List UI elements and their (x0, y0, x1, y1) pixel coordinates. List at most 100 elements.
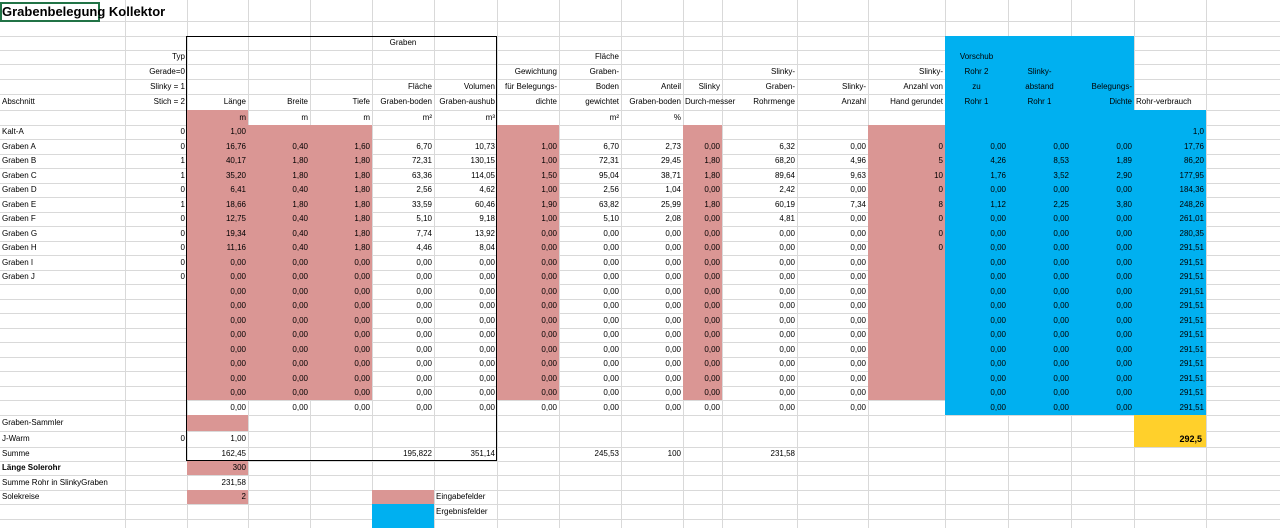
row-label[interactable]: Graben B (2, 154, 123, 168)
cell-slinky-abstand[interactable]: 0,00 (1010, 284, 1069, 299)
cell-slinky-d[interactable]: 0,00 (685, 255, 720, 270)
header-slinky-anzahl[interactable]: Anzahl (799, 94, 866, 110)
header-flaeche-gew[interactable]: gewichtet (561, 94, 619, 110)
cell-vorschub[interactable]: 0,00 (947, 255, 1006, 270)
header-slinky-d[interactable]: Durch-messer (685, 94, 720, 110)
cell-slinky-hand[interactable]: 10 (870, 168, 943, 183)
header-slinky-abstand[interactable]: Slinky- (1010, 64, 1069, 79)
cell-slinky-menge[interactable]: 0,00 (724, 255, 795, 270)
cell-flaeche-gew[interactable]: 0,00 (561, 226, 619, 241)
cell-slinky-menge[interactable]: 0,00 (724, 357, 795, 371)
cell-slinky-d[interactable]: 0,00 (685, 270, 720, 284)
cell-anteil[interactable]: 0,00 (623, 270, 681, 284)
cell-flaeche-gew[interactable]: 63,82 (561, 197, 619, 212)
row-label[interactable]: Graben H (2, 241, 123, 255)
cell-vorschub[interactable]: 0,00 (947, 241, 1006, 255)
header-belegungs[interactable]: Dichte (1073, 94, 1132, 110)
header-typ[interactable]: Gerade=0 (127, 64, 185, 79)
cell-slinky-d[interactable]: 0,00 (685, 357, 720, 371)
cell-slinky-menge[interactable]: 89,64 (724, 168, 795, 183)
header-anteil[interactable]: Graben-boden (623, 94, 681, 110)
cell-anteil[interactable]: 2,08 (623, 212, 681, 226)
cell-typ[interactable]: 1 (127, 154, 185, 168)
cell-anteil[interactable]: 25,99 (623, 197, 681, 212)
cell-slinky-d[interactable]: 1,80 (685, 197, 720, 212)
cell-typ[interactable]: 0 (127, 212, 185, 226)
cell-vorschub[interactable]: 0,00 (947, 400, 1006, 415)
cell-belegungs[interactable]: 3,80 (1073, 197, 1132, 212)
cell-slinky-hand[interactable]: 0 (870, 226, 943, 241)
row-label[interactable]: Graben F (2, 212, 123, 226)
cell-slinky-abstand[interactable]: 0,00 (1010, 400, 1069, 415)
cell-slinky-abstand[interactable]: 0,00 (1010, 270, 1069, 284)
cell-slinky-d[interactable]: 0,00 (685, 212, 720, 226)
cell-slinky-d[interactable]: 0,00 (685, 328, 720, 342)
cell-slinky-menge[interactable]: 0,00 (724, 226, 795, 241)
header-gewichtung[interactable]: dichte (499, 94, 557, 110)
cell-rohrverbrauch[interactable]: 291,51 (1136, 371, 1204, 386)
row-label[interactable]: Kalt-A (2, 125, 123, 139)
cell-flaeche-gew[interactable]: 6,70 (561, 139, 619, 154)
cell-slinky-d[interactable]: 0,00 (685, 241, 720, 255)
cell-slinky-anzahl[interactable]: 0,00 (799, 328, 866, 342)
cell-slinky-abstand[interactable]: 0,00 (1010, 299, 1069, 313)
cell-gewichtung[interactable]: 1,90 (499, 197, 557, 212)
cell-slinky-d[interactable]: 0,00 (685, 226, 720, 241)
cell-vorschub[interactable]: 0,00 (947, 313, 1006, 328)
cell-belegungs[interactable]: 0,00 (1073, 255, 1132, 270)
cell-typ[interactable]: 0 (127, 226, 185, 241)
cell-slinky-menge[interactable]: 0,00 (724, 386, 795, 400)
cell-slinky-menge[interactable]: 0,00 (724, 241, 795, 255)
cell-anteil[interactable]: 0,00 (623, 255, 681, 270)
cell-gewichtung[interactable]: 0,00 (499, 357, 557, 371)
graben-sammler-label[interactable]: Graben-Sammler (2, 415, 185, 431)
cell-slinky-d[interactable]: 0,00 (685, 400, 720, 415)
cell-slinky-abstand[interactable]: 8,53 (1010, 154, 1069, 168)
cell-typ[interactable]: 0 (127, 183, 185, 197)
cell-slinky-menge[interactable]: 2,42 (724, 183, 795, 197)
header-vorschub[interactable]: Rohr 2 (947, 64, 1006, 79)
cell-anteil[interactable]: 0,00 (623, 386, 681, 400)
total-rohrverbrauch[interactable]: 292,5 (1136, 431, 1202, 447)
cell-slinky-anzahl[interactable]: 0,00 (799, 241, 866, 255)
row-label[interactable]: J-Warm (2, 431, 123, 447)
cell-rohrverbrauch[interactable]: 291,51 (1136, 313, 1204, 328)
cell-slinky-anzahl[interactable]: 0,00 (799, 183, 866, 197)
cell-belegungs[interactable]: 1,89 (1073, 154, 1132, 168)
cell-flaeche-gew[interactable]: 0,00 (561, 299, 619, 313)
header-slinky-d[interactable]: Slinky (685, 79, 720, 94)
cell-slinky-menge[interactable]: 6,32 (724, 139, 795, 154)
header-vorschub[interactable]: Rohr 1 (947, 94, 1006, 110)
summe-anteil[interactable]: 100 (623, 447, 681, 461)
cell-gewichtung[interactable]: 0,00 (499, 255, 557, 270)
laenge-solerohr-value[interactable]: 300 (189, 461, 246, 475)
cell-slinky-hand[interactable]: 0 (870, 212, 943, 226)
cell-flaeche-gew[interactable]: 0,00 (561, 328, 619, 342)
cell-slinky-abstand[interactable]: 0,00 (1010, 313, 1069, 328)
header-abschnitt[interactable]: Abschnitt (2, 94, 123, 110)
cell-rohrverbrauch[interactable]: 261,01 (1136, 212, 1204, 226)
summe-slinky-menge[interactable]: 231,58 (724, 447, 795, 461)
cell-typ[interactable]: 0 (127, 125, 185, 139)
cell-slinky-anzahl[interactable]: 0,00 (799, 226, 866, 241)
cell-flaeche-gew[interactable]: 0,00 (561, 400, 619, 415)
cell-rohrverbrauch[interactable]: 291,51 (1136, 241, 1204, 255)
cell-belegungs[interactable]: 0,00 (1073, 212, 1132, 226)
header-belegungs[interactable]: Belegungs- (1073, 79, 1132, 94)
cell-slinky-anzahl[interactable]: 0,00 (799, 371, 866, 386)
cell-belegungs[interactable]: 0,00 (1073, 342, 1132, 357)
cell-gewichtung[interactable]: 0,00 (499, 284, 557, 299)
cell-slinky-anzahl[interactable]: 0,00 (799, 299, 866, 313)
cell-slinky-abstand[interactable]: 0,00 (1010, 357, 1069, 371)
cell-slinky-menge[interactable]: 0,00 (724, 371, 795, 386)
cell-typ[interactable]: 0 (127, 270, 185, 284)
cell-flaeche-gew[interactable]: 0,00 (561, 255, 619, 270)
header-flaeche-gew[interactable]: Graben- (561, 64, 619, 79)
cell-rohrverbrauch[interactable]: 17,76 (1136, 139, 1204, 154)
cell-slinky-d[interactable]: 0,00 (685, 139, 720, 154)
cell-slinky-menge[interactable]: 0,00 (724, 313, 795, 328)
cell-gewichtung[interactable]: 0,00 (499, 342, 557, 357)
cell-anteil[interactable]: 0,00 (623, 313, 681, 328)
cell-belegungs[interactable]: 0,00 (1073, 400, 1132, 415)
cell-slinky-d[interactable]: 1,80 (685, 154, 720, 168)
